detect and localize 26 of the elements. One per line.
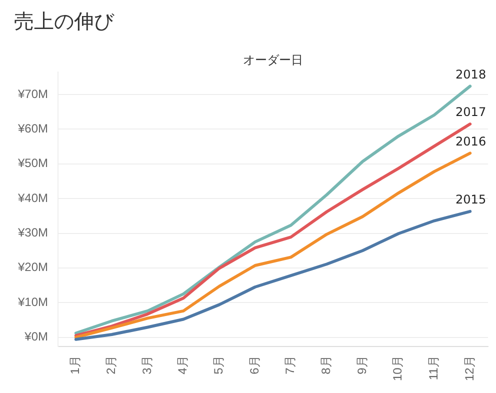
chart-title: 売上の伸び	[14, 8, 114, 35]
y-tick-label: ¥60M	[16, 122, 48, 136]
y-tick-label: ¥30M	[16, 226, 48, 240]
x-tick-label: 8月	[319, 356, 334, 374]
x-tick-label: 3月	[140, 356, 154, 374]
series-label: 2018	[456, 67, 486, 82]
y-tick-label: ¥20M	[16, 260, 48, 274]
x-tick-label: 6月	[247, 356, 262, 374]
series-label: 2015	[456, 192, 486, 207]
y-tick-label: ¥70M	[16, 86, 48, 101]
y-tick-label: ¥0M	[24, 330, 48, 344]
x-tick-label: 9月	[354, 356, 369, 374]
x-tick-label: 7月	[283, 356, 298, 374]
y-tick-label: ¥50M	[16, 156, 48, 170]
x-tick-label: 1月	[68, 356, 82, 374]
series-label: 2016	[456, 134, 486, 148]
x-tick-label: 4月	[176, 356, 190, 374]
x-tick-label: 5月	[212, 356, 226, 374]
x-tick-label: 10月	[390, 356, 405, 382]
x-tick-label: 12月	[462, 356, 476, 382]
x-tick-label: 11月	[426, 356, 441, 380]
y-tick-label: ¥40M	[16, 190, 48, 205]
x-tick-label: 2月	[104, 356, 118, 374]
y-tick-label: ¥10M	[16, 294, 48, 309]
x-axis-title: オーダー日	[242, 52, 304, 69]
series-label: 2017	[456, 105, 486, 120]
